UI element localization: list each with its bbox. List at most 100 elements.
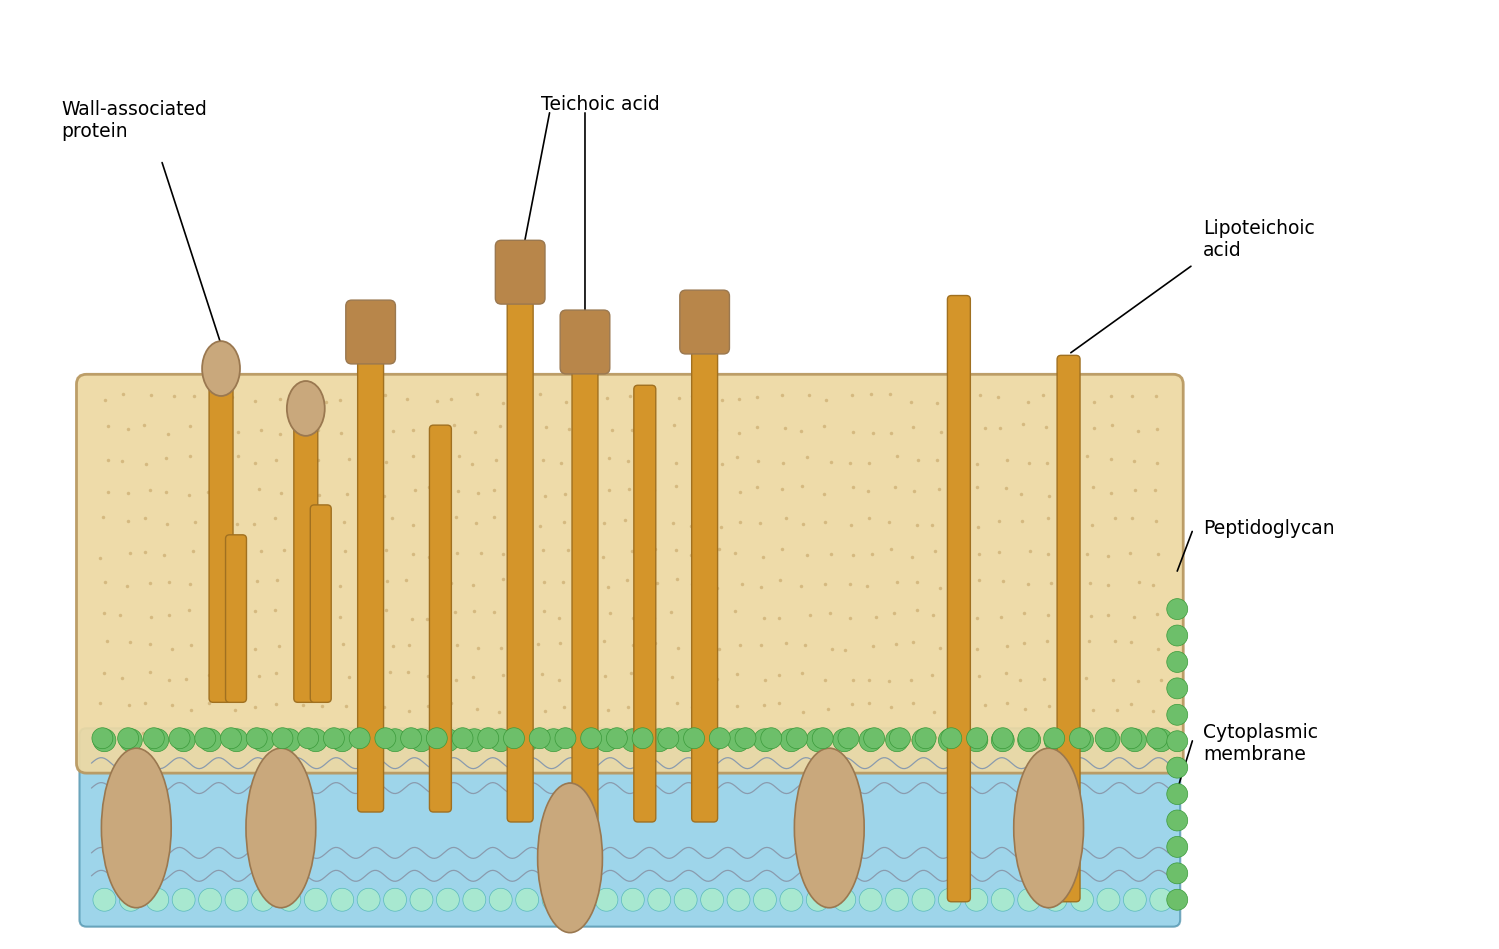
Circle shape <box>1166 784 1187 805</box>
FancyBboxPatch shape <box>634 385 655 822</box>
Circle shape <box>117 728 138 749</box>
Circle shape <box>911 729 935 752</box>
Ellipse shape <box>202 341 240 396</box>
Circle shape <box>198 729 222 752</box>
Circle shape <box>675 888 697 911</box>
Circle shape <box>806 729 829 752</box>
Circle shape <box>1166 889 1187 910</box>
FancyBboxPatch shape <box>429 425 451 812</box>
Text: Peptidoglycan: Peptidoglycan <box>1204 519 1334 538</box>
Circle shape <box>967 728 988 749</box>
Circle shape <box>357 888 381 911</box>
Circle shape <box>324 728 345 749</box>
Circle shape <box>543 888 565 911</box>
Circle shape <box>595 729 618 752</box>
Circle shape <box>172 888 195 911</box>
Circle shape <box>529 728 550 749</box>
Circle shape <box>91 728 112 749</box>
Circle shape <box>1166 625 1187 646</box>
Circle shape <box>252 729 274 752</box>
Circle shape <box>735 728 755 749</box>
Circle shape <box>812 728 833 749</box>
Circle shape <box>543 729 565 752</box>
Circle shape <box>225 888 247 911</box>
Circle shape <box>833 888 856 911</box>
Circle shape <box>411 729 433 752</box>
Ellipse shape <box>538 783 603 933</box>
Circle shape <box>516 888 538 911</box>
Circle shape <box>1166 731 1187 752</box>
Circle shape <box>331 888 354 911</box>
Circle shape <box>1045 729 1067 752</box>
FancyBboxPatch shape <box>79 728 1180 926</box>
Circle shape <box>992 728 1013 749</box>
FancyBboxPatch shape <box>691 315 718 822</box>
Circle shape <box>120 729 142 752</box>
Circle shape <box>504 728 525 749</box>
Circle shape <box>633 728 654 749</box>
FancyBboxPatch shape <box>294 413 318 702</box>
Circle shape <box>1166 651 1187 673</box>
FancyBboxPatch shape <box>1057 355 1081 902</box>
Circle shape <box>859 888 881 911</box>
Circle shape <box>568 729 592 752</box>
Circle shape <box>580 728 601 749</box>
Circle shape <box>941 728 962 749</box>
Circle shape <box>1121 728 1142 749</box>
Circle shape <box>754 729 776 752</box>
Text: Lipoteichoic
acid: Lipoteichoic acid <box>1204 219 1315 260</box>
Circle shape <box>93 888 115 911</box>
Circle shape <box>838 728 859 749</box>
Circle shape <box>863 728 884 749</box>
Circle shape <box>1045 888 1067 911</box>
Circle shape <box>1097 888 1120 911</box>
FancyBboxPatch shape <box>358 326 384 812</box>
Circle shape <box>779 729 803 752</box>
Ellipse shape <box>246 748 316 908</box>
Circle shape <box>889 728 910 749</box>
Circle shape <box>357 729 381 752</box>
Circle shape <box>1123 729 1147 752</box>
FancyBboxPatch shape <box>561 310 610 374</box>
Circle shape <box>304 888 327 911</box>
Circle shape <box>727 729 750 752</box>
Circle shape <box>516 729 538 752</box>
FancyBboxPatch shape <box>225 535 246 702</box>
Circle shape <box>145 888 169 911</box>
Circle shape <box>886 888 908 911</box>
Circle shape <box>965 729 988 752</box>
Circle shape <box>568 888 592 911</box>
Ellipse shape <box>794 748 863 908</box>
Circle shape <box>700 888 724 911</box>
Ellipse shape <box>1013 748 1084 908</box>
Circle shape <box>965 888 988 911</box>
Circle shape <box>1147 728 1168 749</box>
Circle shape <box>220 728 241 749</box>
Circle shape <box>375 728 396 749</box>
Circle shape <box>277 729 301 752</box>
Circle shape <box>1096 728 1117 749</box>
Circle shape <box>436 729 459 752</box>
Circle shape <box>349 728 370 749</box>
Circle shape <box>93 729 115 752</box>
FancyBboxPatch shape <box>310 505 331 702</box>
Circle shape <box>246 728 267 749</box>
Circle shape <box>991 729 1015 752</box>
FancyBboxPatch shape <box>681 290 730 354</box>
Circle shape <box>684 728 705 749</box>
Circle shape <box>463 888 486 911</box>
FancyBboxPatch shape <box>208 373 232 702</box>
Circle shape <box>1166 836 1187 857</box>
Circle shape <box>833 729 856 752</box>
Circle shape <box>886 729 908 752</box>
Ellipse shape <box>102 748 171 908</box>
Circle shape <box>298 728 319 749</box>
Circle shape <box>1123 888 1147 911</box>
Circle shape <box>779 888 803 911</box>
Circle shape <box>453 728 474 749</box>
Circle shape <box>1150 729 1172 752</box>
Circle shape <box>144 728 165 749</box>
Circle shape <box>1069 728 1090 749</box>
Circle shape <box>436 888 459 911</box>
Text: Cytoplasmic
membrane: Cytoplasmic membrane <box>1204 723 1318 764</box>
